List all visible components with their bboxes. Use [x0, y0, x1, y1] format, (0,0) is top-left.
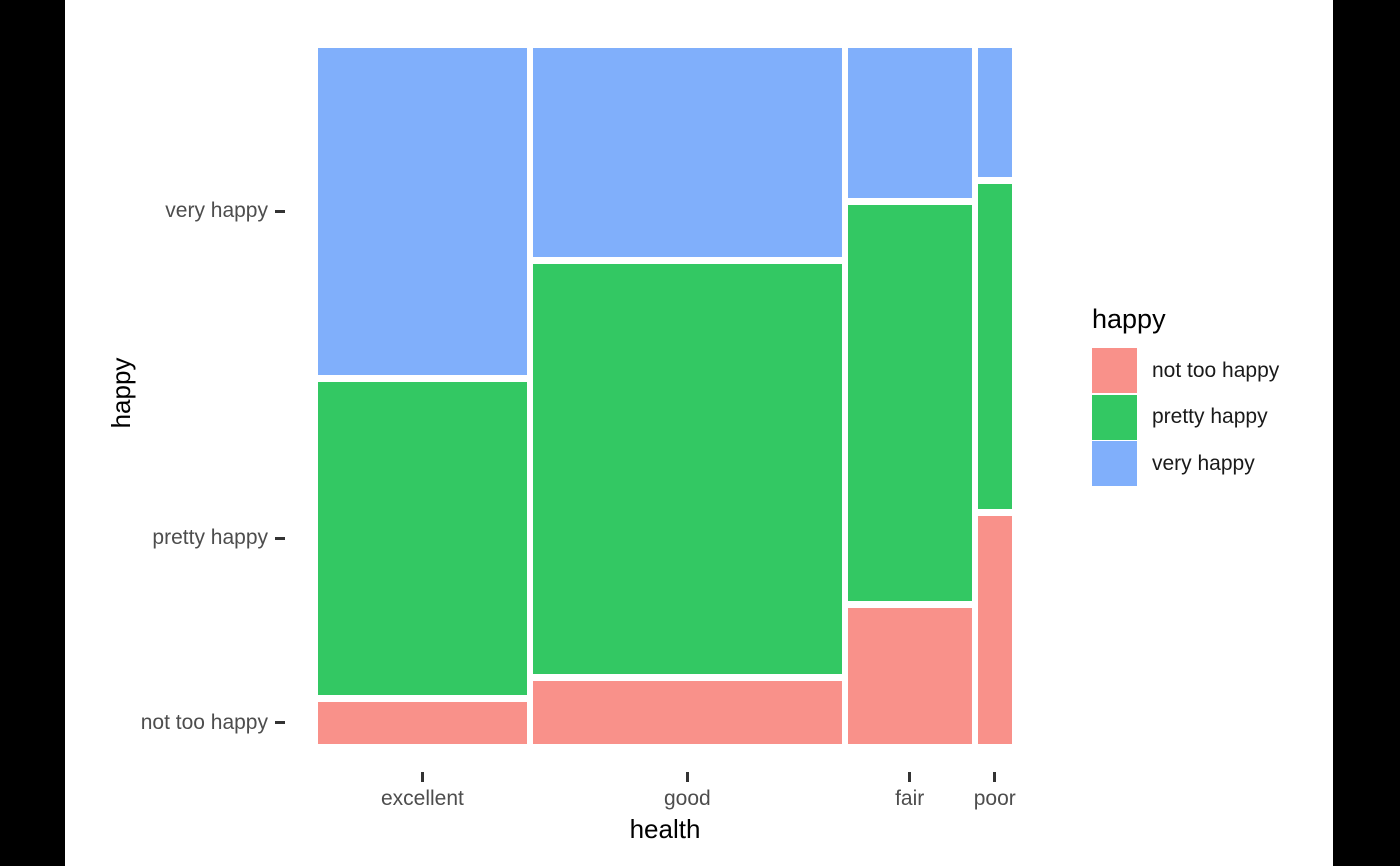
- mosaic-cell-excellent-not-too-happy: [318, 701, 527, 744]
- x-tick-label-excellent: excellent: [380, 787, 464, 810]
- right-black-bar: [1333, 0, 1400, 866]
- y-tick-label-pretty-happy: pretty happy: [152, 526, 268, 550]
- y-tick-label-very-happy: very happy: [165, 199, 268, 223]
- legend-swatch-very-happy: [1092, 441, 1137, 486]
- x-axis-title: health: [629, 814, 701, 844]
- mosaic-cell-fair-very-happy: [847, 48, 972, 199]
- x-tick-label-good: good: [663, 787, 711, 810]
- mosaic-cell-poor-pretty-happy: [977, 183, 1012, 510]
- mosaic-cell-poor-very-happy: [977, 48, 1012, 177]
- x-tick-poor: [993, 772, 997, 782]
- legend-rows: not too happy pretty happy very happy: [1092, 348, 1279, 486]
- y-tick-very-happy: [275, 209, 285, 213]
- mosaic-cell-good-very-happy: [532, 48, 842, 258]
- x-tick-label-fair: fair: [895, 787, 925, 810]
- mosaic-cell-excellent-pretty-happy: [318, 381, 527, 695]
- x-tick-excellent: [420, 772, 424, 782]
- legend-item-very-happy: very happy: [1092, 441, 1279, 486]
- legend-label: not too happy: [1152, 358, 1280, 382]
- y-tick-label-not-too-happy: not too happy: [140, 710, 268, 734]
- legend: happy not too happy pretty happy very ha…: [1092, 303, 1279, 486]
- mosaic-cell-good-pretty-happy: [532, 264, 842, 674]
- legend-label: very happy: [1152, 451, 1255, 475]
- legend-swatch-not-too-happy: [1092, 348, 1137, 393]
- x-tick-label-poor: poor: [973, 787, 1016, 810]
- y-axis-title: happy: [106, 357, 136, 429]
- mosaic-cell-fair-not-too-happy: [847, 608, 972, 744]
- left-black-bar: [0, 0, 65, 866]
- y-tick-pretty-happy: [275, 536, 285, 540]
- y-tick-not-too-happy: [275, 721, 285, 725]
- mosaic-cell-good-not-too-happy: [532, 680, 842, 744]
- mosaic-cell-poor-not-too-happy: [977, 516, 1012, 744]
- x-tick-fair: [908, 772, 912, 782]
- mosaic-cell-excellent-very-happy: [318, 48, 527, 375]
- legend-swatch-pretty-happy: [1092, 394, 1137, 440]
- legend-item-pretty-happy: pretty happy: [1092, 394, 1279, 440]
- legend-title: happy: [1092, 304, 1166, 334]
- mosaic-cell-fair-pretty-happy: [847, 205, 972, 602]
- x-tick-good: [685, 772, 689, 782]
- legend-label: pretty happy: [1152, 405, 1268, 428]
- legend-item-not-too-happy: not too happy: [1092, 348, 1279, 393]
